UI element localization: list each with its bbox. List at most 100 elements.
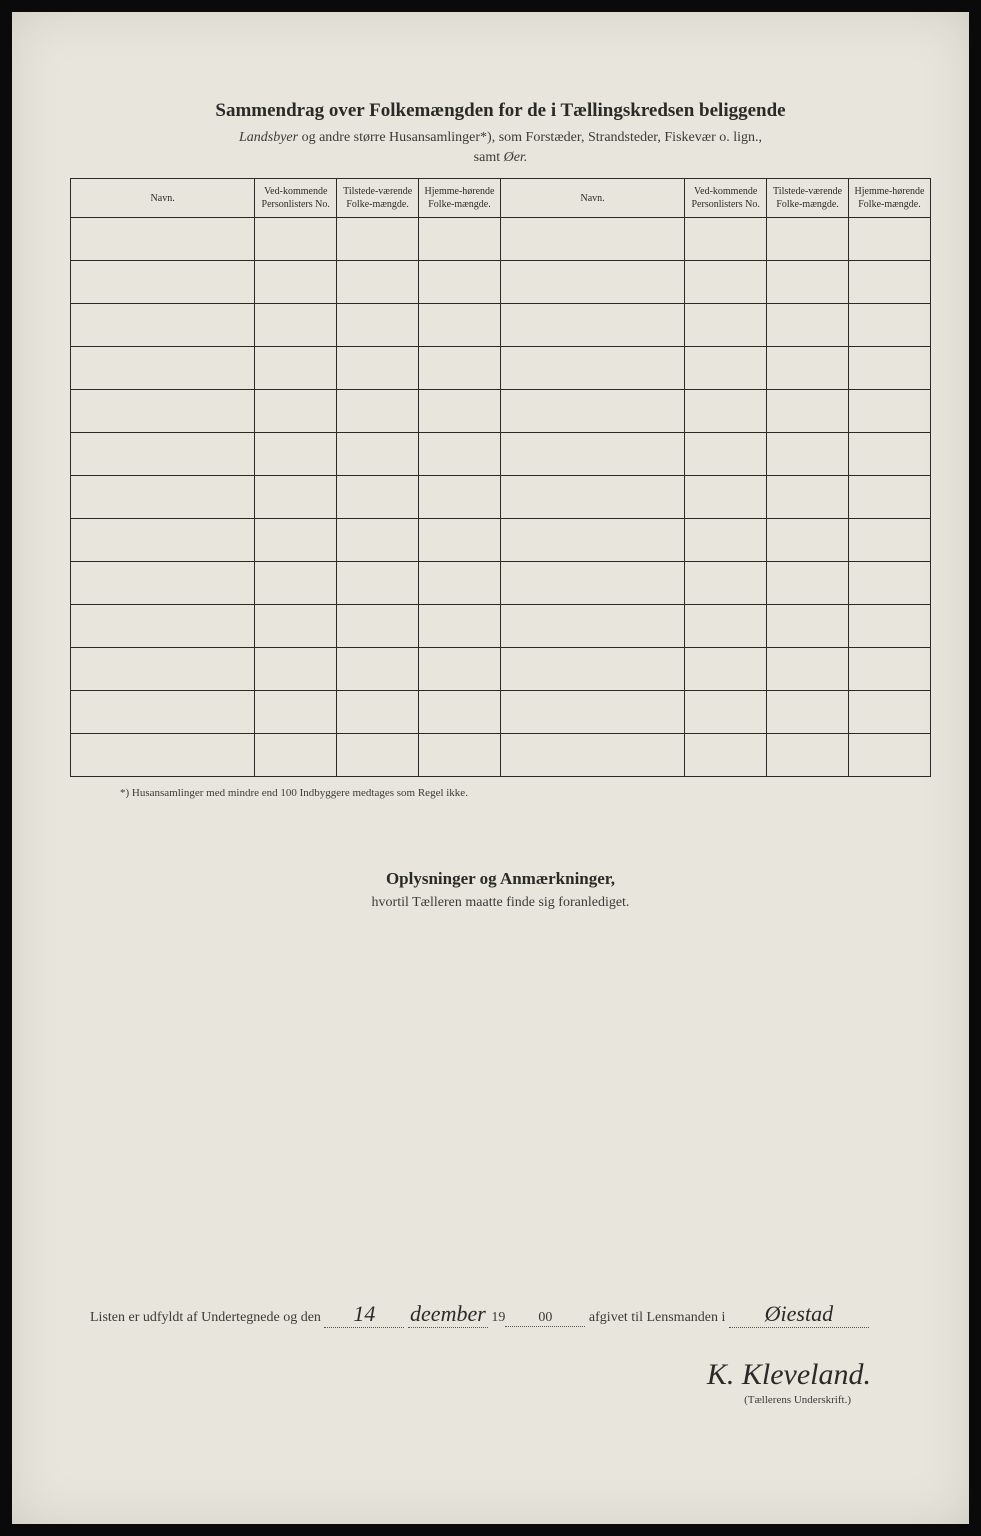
table-cell	[849, 562, 931, 605]
table-cell	[685, 605, 767, 648]
subtitle-line-2: samt Øer.	[70, 150, 931, 166]
main-title: Sammendrag over Folkemængden for de i Tæ…	[70, 100, 931, 122]
col-header: Navn.	[71, 179, 255, 218]
table-cell	[767, 605, 849, 648]
table-cell	[849, 347, 931, 390]
table-cell	[849, 261, 931, 304]
table-cell	[849, 218, 931, 261]
table-row	[71, 347, 931, 390]
signature-name: K. Kleveland.	[90, 1358, 911, 1392]
table-cell	[685, 261, 767, 304]
table-cell	[849, 519, 931, 562]
table-cell	[685, 390, 767, 433]
col-header: Navn.	[500, 179, 684, 218]
table-cell	[71, 347, 255, 390]
table-cell	[419, 304, 501, 347]
table-cell	[767, 476, 849, 519]
table-cell	[419, 261, 501, 304]
table-cell	[337, 390, 419, 433]
table-cell	[71, 519, 255, 562]
table-cell	[767, 304, 849, 347]
table-row	[71, 519, 931, 562]
table-cell	[255, 734, 337, 777]
table-cell	[255, 691, 337, 734]
table-cell	[767, 648, 849, 691]
table-cell	[71, 562, 255, 605]
footnote: *) Husansamlinger med mindre end 100 Ind…	[120, 787, 931, 799]
subtitle-italic: Landsbyer	[239, 130, 298, 145]
table-row	[71, 648, 931, 691]
table-cell	[767, 390, 849, 433]
sig-prefix: Listen er udfyldt af Undertegnede og den	[90, 1310, 324, 1325]
table-cell	[500, 347, 684, 390]
table-header-row: Navn. Ved-kommende Personlisters No. Til…	[71, 179, 931, 218]
table-cell	[849, 433, 931, 476]
table-cell	[71, 390, 255, 433]
table-cell	[255, 304, 337, 347]
table-cell	[500, 476, 684, 519]
table-cell	[685, 304, 767, 347]
subtitle2-italic: Øer.	[504, 150, 528, 165]
table-cell	[500, 433, 684, 476]
col-header: Ved-kommende Personlisters No.	[685, 179, 767, 218]
table-cell	[685, 476, 767, 519]
remarks-title: Oplysninger og Anmærkninger,	[70, 869, 931, 889]
sig-year-prefix: 19	[491, 1310, 505, 1325]
table-cell	[337, 261, 419, 304]
table-cell	[255, 562, 337, 605]
subtitle-rest: og andre større Husansamlinger*), som Fo…	[298, 130, 762, 145]
table-row	[71, 691, 931, 734]
table-cell	[500, 390, 684, 433]
table-cell	[500, 261, 684, 304]
table-cell	[767, 261, 849, 304]
table-cell	[767, 347, 849, 390]
table-cell	[337, 562, 419, 605]
table-cell	[500, 519, 684, 562]
table-cell	[71, 304, 255, 347]
table-cell	[767, 562, 849, 605]
table-row	[71, 433, 931, 476]
signature-line: Listen er udfyldt af Undertegnede og den…	[90, 1301, 911, 1328]
census-table: Navn. Ved-kommende Personlisters No. Til…	[70, 178, 931, 777]
table-cell	[500, 734, 684, 777]
sig-suffix: afgivet til Lensmanden i	[585, 1310, 728, 1325]
table-cell	[419, 218, 501, 261]
table-cell	[337, 218, 419, 261]
table-cell	[71, 605, 255, 648]
table-row	[71, 562, 931, 605]
content-area: Sammendrag over Folkemængden for de i Tæ…	[70, 40, 931, 911]
table-cell	[71, 218, 255, 261]
col-header: Hjemme-hørende Folke-mængde.	[419, 179, 501, 218]
sig-year-suffix: 00	[505, 1310, 585, 1327]
table-cell	[500, 218, 684, 261]
table-cell	[500, 648, 684, 691]
table-cell	[337, 734, 419, 777]
table-cell	[419, 562, 501, 605]
table-body	[71, 218, 931, 777]
table-cell	[255, 433, 337, 476]
subtitle-line-1: Landsbyer og andre større Husansamlinger…	[70, 130, 931, 146]
table-cell	[337, 519, 419, 562]
table-cell	[255, 648, 337, 691]
table-cell	[849, 390, 931, 433]
table-cell	[419, 476, 501, 519]
table-cell	[500, 304, 684, 347]
table-cell	[500, 562, 684, 605]
table-cell	[419, 519, 501, 562]
table-cell	[767, 433, 849, 476]
signature-area: Listen er udfyldt af Undertegnede og den…	[90, 1301, 911, 1406]
table-cell	[337, 605, 419, 648]
table-cell	[255, 519, 337, 562]
table-cell	[849, 734, 931, 777]
table-cell	[849, 476, 931, 519]
table-cell	[419, 691, 501, 734]
table-cell	[685, 519, 767, 562]
col-header: Hjemme-hørende Folke-mængde.	[849, 179, 931, 218]
table-cell	[767, 519, 849, 562]
table-cell	[71, 734, 255, 777]
table-cell	[849, 304, 931, 347]
table-cell	[71, 691, 255, 734]
sig-date-day: 14	[324, 1301, 404, 1328]
table-cell	[337, 476, 419, 519]
table-cell	[685, 691, 767, 734]
